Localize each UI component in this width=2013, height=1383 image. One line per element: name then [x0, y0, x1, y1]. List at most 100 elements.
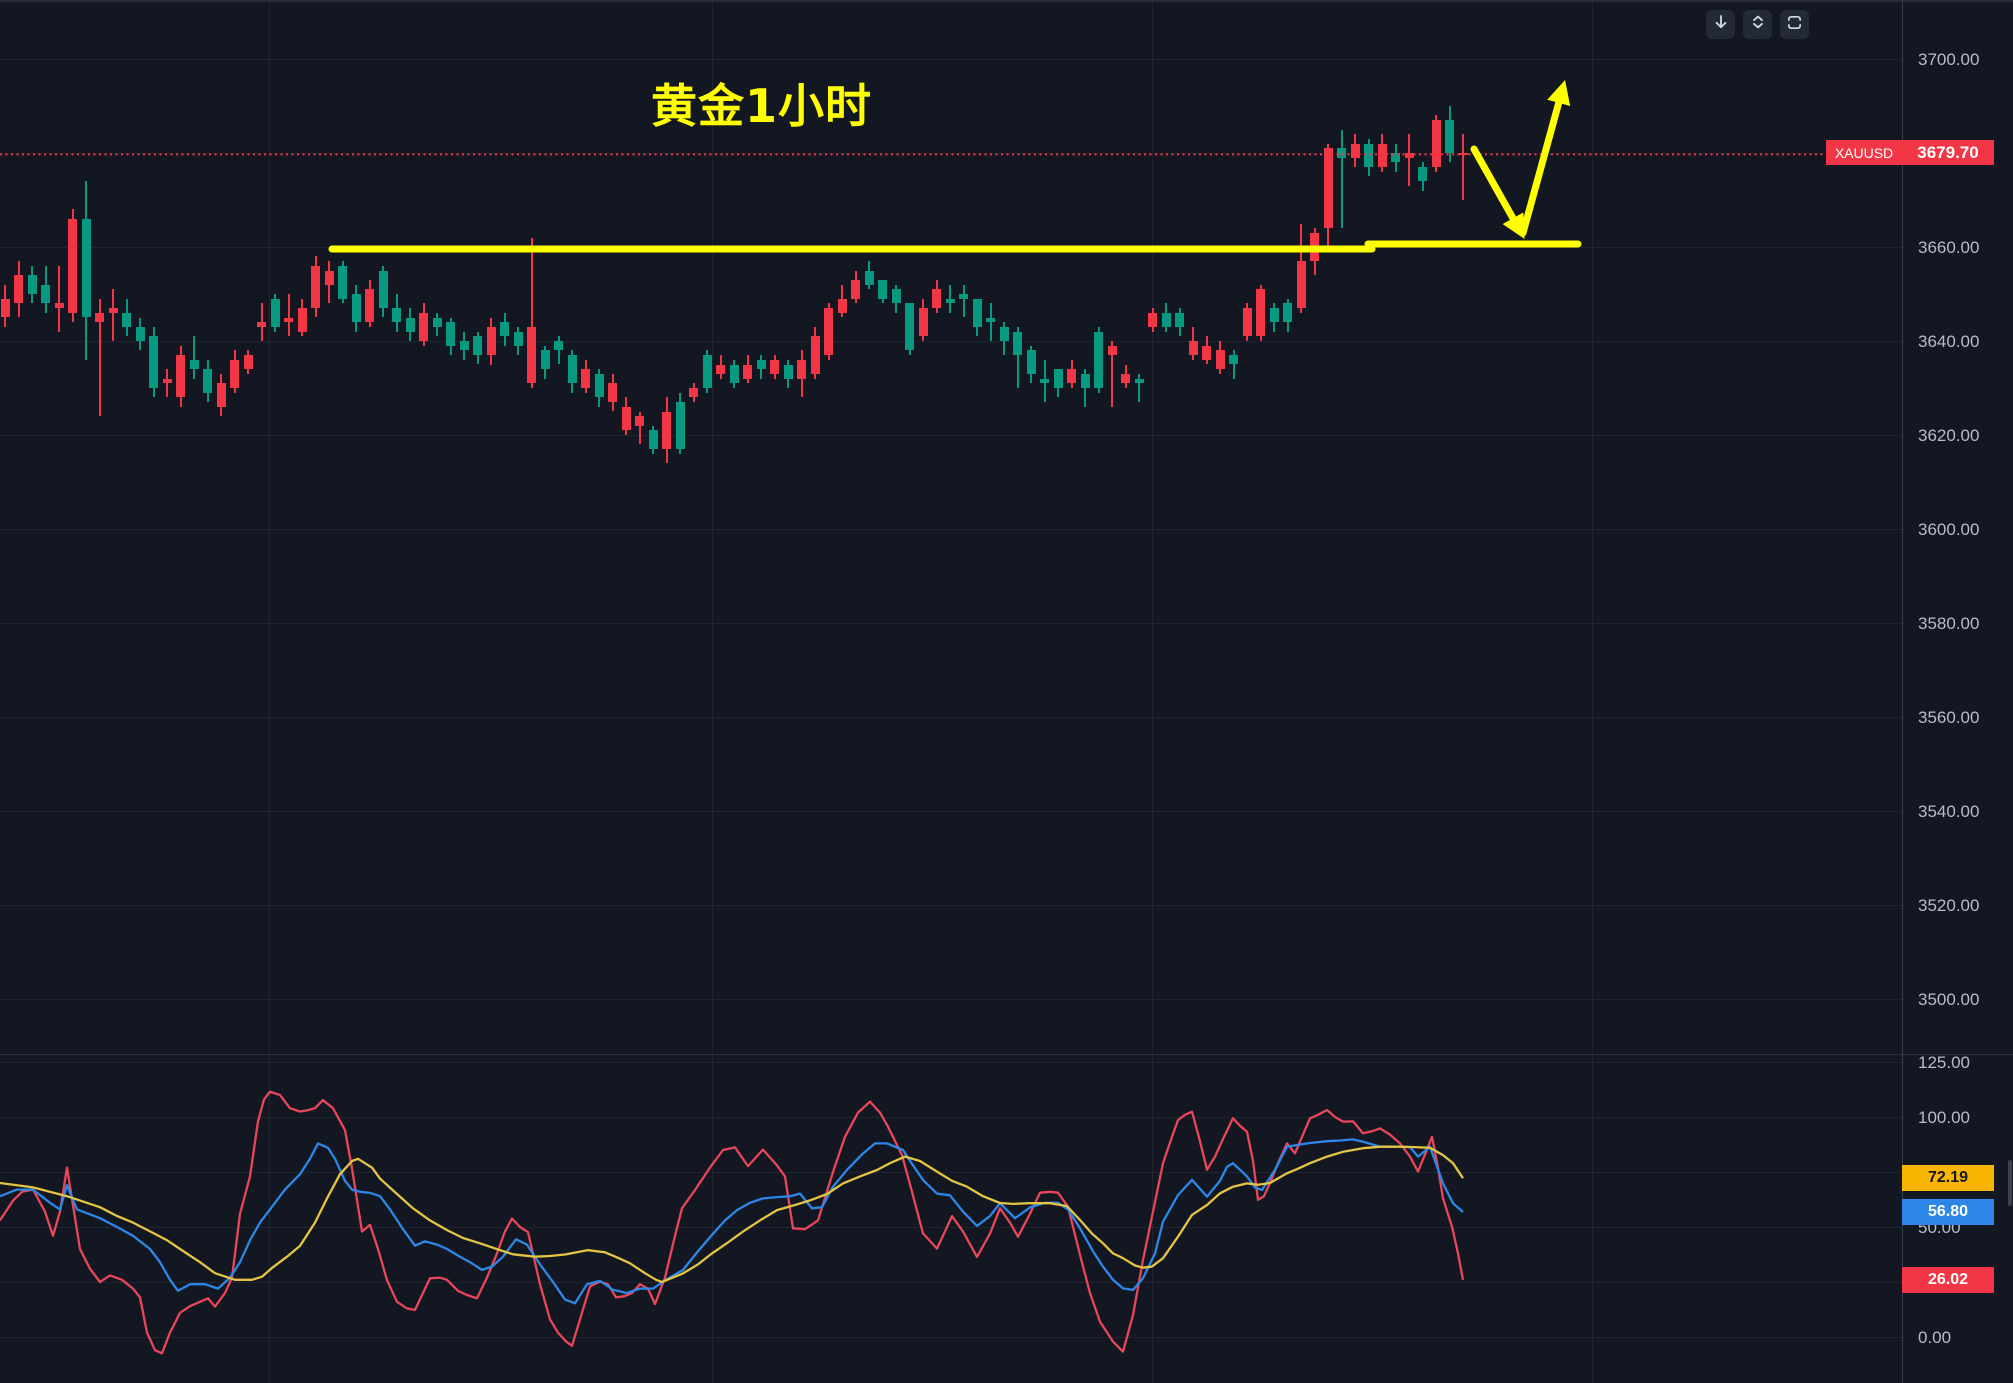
price-scale-label: 3640.00	[1918, 332, 1980, 351]
candle-wick	[962, 284, 965, 318]
osc-scale-label: 125.00	[1918, 1053, 1970, 1072]
candle-body	[864, 270, 874, 285]
price-scale-label: 3520.00	[1918, 896, 1980, 915]
candle-body	[959, 294, 968, 299]
candle-body	[513, 331, 523, 346]
candle-body	[1188, 341, 1198, 356]
osc-gridline	[0, 1062, 1902, 1063]
candle-wick	[557, 336, 560, 365]
arrow-down-icon	[1713, 14, 1729, 35]
scale-drag-handle[interactable]	[2008, 1160, 2012, 1206]
candle-body	[432, 317, 442, 327]
oscillator-lines	[0, 1090, 1465, 1355]
candle-body	[176, 355, 185, 398]
candle-body	[1337, 148, 1346, 158]
candle-body	[986, 317, 995, 323]
candle-body	[1283, 303, 1292, 323]
current-price-tag[interactable]: 3679.70	[1902, 140, 1994, 165]
candle-body	[1040, 378, 1049, 384]
scroll-to-bar-button[interactable]	[1706, 10, 1735, 39]
candle-body	[540, 350, 550, 370]
osc-scale-label: 100.00	[1918, 1108, 1970, 1127]
candle-body	[405, 317, 415, 332]
candle-body	[783, 364, 793, 379]
candle-body	[702, 355, 712, 388]
screenshot-button[interactable]	[1780, 10, 1809, 39]
candle-body	[689, 388, 698, 398]
candle-wick	[112, 289, 114, 341]
candle-body	[729, 364, 739, 384]
price-scale-label: 3600.00	[1918, 520, 1980, 539]
candle-body	[1431, 120, 1441, 168]
candle-body	[1013, 331, 1022, 356]
osc-gridline	[0, 1117, 1902, 1118]
candle-body	[1094, 331, 1103, 388]
candle-body	[608, 383, 617, 403]
candle-body	[270, 298, 280, 327]
osc-line-slow[interactable]	[0, 1145, 1464, 1284]
price-gridline	[0, 341, 1902, 342]
candle-wick	[1408, 134, 1410, 186]
candle-body	[284, 317, 293, 323]
candle-body	[95, 312, 104, 323]
arrow[interactable]	[1519, 79, 1571, 237]
osc-value-tag[interactable]: 26.02	[1902, 1266, 1994, 1293]
price-gridline	[0, 153, 1902, 154]
osc-line-fast[interactable]	[0, 1090, 1465, 1355]
osc-gridline	[0, 1337, 1902, 1338]
candle-body	[810, 336, 820, 374]
candle-wick	[1111, 341, 1113, 407]
candle-body	[1067, 369, 1076, 384]
osc-value-tag[interactable]: 72.19	[1902, 1165, 1994, 1192]
candle-body	[1269, 308, 1279, 323]
candle-body	[662, 411, 671, 450]
symbol-label: XAUUSD	[1834, 144, 1894, 161]
arrow[interactable]	[1470, 145, 1525, 239]
candle-body	[365, 289, 374, 323]
forecast-zigzag-arrows[interactable]	[1470, 79, 1571, 239]
osc-gridline	[0, 1172, 1902, 1173]
price-gridline	[0, 623, 1902, 624]
candle-body	[1391, 153, 1400, 163]
candle-body	[122, 312, 131, 327]
candle-body	[459, 341, 469, 351]
osc-value-tag[interactable]: 56.80	[1902, 1199, 1994, 1226]
candle-body	[932, 289, 941, 309]
candle-body	[162, 378, 172, 384]
candle-body	[1134, 378, 1144, 384]
symbol-price-tag[interactable]: XAUUSD	[1826, 140, 1902, 165]
time-gridline	[712, 0, 713, 1383]
candle-body	[338, 265, 347, 299]
price-scale-border[interactable]	[1902, 0, 1903, 1383]
candle-body	[216, 383, 226, 407]
candle-body	[905, 303, 914, 351]
candle-body	[230, 359, 239, 388]
candle-body	[621, 406, 631, 431]
candle-body	[1323, 148, 1333, 229]
candle-body	[1175, 312, 1184, 327]
candle-body	[1256, 289, 1265, 337]
osc-line-medium[interactable]	[0, 1138, 1464, 1305]
candle-body	[716, 364, 725, 374]
candle-body	[243, 355, 253, 370]
candle-body	[378, 270, 388, 309]
time-gridline	[1592, 0, 1593, 1383]
candle-body	[1215, 350, 1225, 370]
price-scale-label: 3500.00	[1918, 990, 1980, 1009]
price-scale-label: 3580.00	[1918, 614, 1980, 633]
support-trendline[interactable]	[328, 240, 1582, 253]
candle-wick	[166, 369, 168, 398]
candle-body	[918, 308, 928, 337]
price-gridline	[0, 529, 1902, 530]
current-price-value: 3679.70	[1917, 142, 1979, 162]
candle-wick	[1016, 326, 1019, 388]
candle-body	[581, 369, 590, 388]
candle-wick	[98, 298, 101, 417]
price-gridline	[0, 811, 1902, 812]
maximize-button[interactable]	[1743, 10, 1772, 39]
candle-body	[743, 364, 752, 379]
price-gridline	[0, 905, 1902, 906]
price-scale-label: 3700.00	[1918, 50, 1980, 69]
pane-separator[interactable]	[0, 1054, 2013, 1055]
candle-wick	[989, 303, 992, 341]
